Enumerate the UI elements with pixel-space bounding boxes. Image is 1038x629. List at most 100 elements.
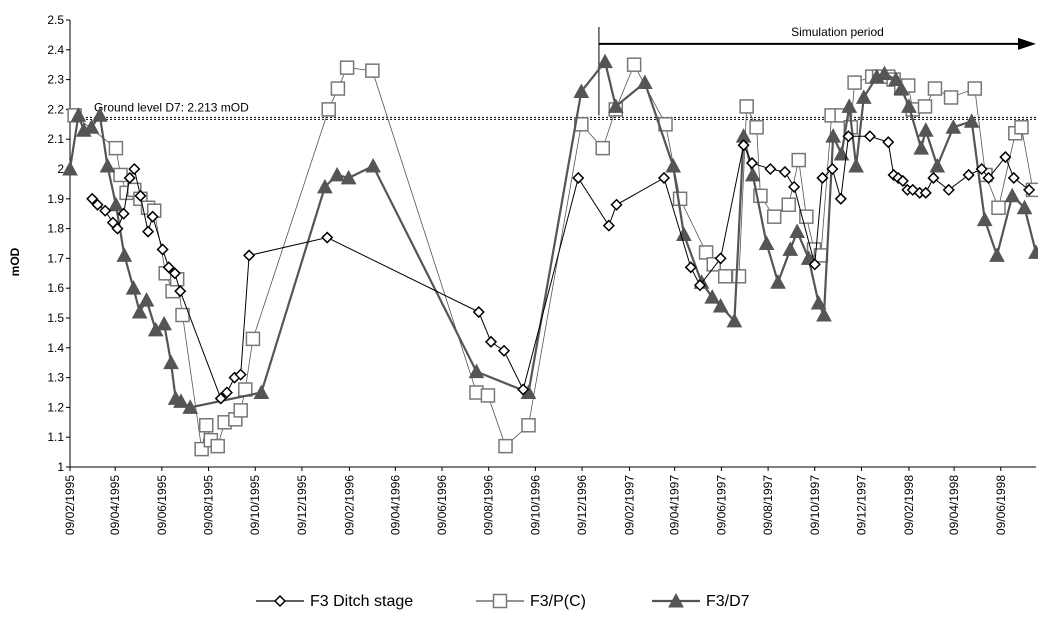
data-point-square bbox=[1014, 120, 1029, 135]
data-point-triangle bbox=[855, 89, 872, 104]
data-point-diamond bbox=[214, 392, 227, 405]
data-point-diamond bbox=[693, 279, 707, 292]
data-point-square bbox=[717, 269, 733, 284]
data-point-square bbox=[210, 438, 225, 454]
data-point-triangle bbox=[138, 292, 155, 307]
legend-label: F3/P(C) bbox=[530, 593, 586, 610]
data-point-diamond bbox=[174, 285, 187, 298]
data-point-diamond bbox=[927, 171, 940, 185]
legend-label: F3/D7 bbox=[706, 593, 750, 610]
legend: F3 Ditch stage F3/P(C) F3/D7 bbox=[256, 592, 750, 610]
data-point-triangle bbox=[917, 122, 934, 137]
data-point-diamond bbox=[156, 243, 169, 256]
data-point-triangle bbox=[876, 65, 893, 81]
data-point-square bbox=[781, 197, 797, 213]
x-tick-label: 09/08/1996 bbox=[482, 475, 496, 535]
data-point-diamond bbox=[1023, 183, 1036, 196]
x-tick-label: 09/10/1996 bbox=[528, 475, 542, 535]
data-point-diamond bbox=[162, 261, 175, 274]
data-point-diamond bbox=[834, 192, 847, 205]
x-tick-label: 09/12/1997 bbox=[854, 475, 868, 535]
data-point-triangle bbox=[1028, 244, 1038, 259]
data-point-square bbox=[339, 60, 355, 75]
data-point-square bbox=[967, 81, 983, 96]
data-point-square bbox=[943, 90, 959, 105]
data-point-triangle bbox=[637, 74, 653, 90]
data-point-square bbox=[698, 245, 714, 260]
data-point-square bbox=[480, 388, 496, 403]
data-point-square bbox=[199, 418, 214, 433]
data-point-diamond bbox=[123, 171, 136, 185]
data-point-square bbox=[766, 209, 782, 224]
data-point-diamond bbox=[220, 386, 233, 399]
data-point-diamond bbox=[117, 207, 130, 220]
data-point-triangle bbox=[329, 166, 345, 182]
x-tick-label: 09/04/1997 bbox=[668, 475, 682, 535]
y-tick-label: 1.5 bbox=[47, 311, 64, 325]
x-tick-label: 09/10/1997 bbox=[808, 475, 822, 535]
data-point-triangle bbox=[901, 98, 917, 113]
data-point-triangle bbox=[92, 107, 108, 122]
data-point-square bbox=[321, 102, 336, 117]
data-point-diamond bbox=[919, 186, 932, 199]
data-point-diamond bbox=[517, 383, 530, 396]
x-tick-label: 09/08/1995 bbox=[202, 475, 216, 535]
x-tick-label: 09/02/1995 bbox=[63, 475, 77, 535]
data-point-diamond bbox=[1007, 171, 1020, 185]
data-point-diamond bbox=[942, 183, 955, 196]
data-point-triangle bbox=[665, 157, 682, 173]
data-point-square bbox=[113, 167, 128, 183]
data-point-triangle bbox=[929, 157, 946, 173]
data-point-triangle bbox=[744, 166, 761, 182]
data-point-triangle bbox=[770, 274, 786, 289]
data-point-diamond bbox=[745, 156, 759, 170]
data-point-square bbox=[365, 63, 380, 78]
y-axis-title: mOD bbox=[8, 247, 22, 276]
data-point-triangle bbox=[848, 157, 864, 173]
y-tick-label: 2.3 bbox=[47, 73, 64, 87]
x-tick-label: 09/04/1996 bbox=[388, 475, 402, 535]
data-point-triangle bbox=[963, 113, 980, 128]
data-point-square bbox=[706, 257, 721, 272]
simulation-label: Simulation period bbox=[791, 25, 884, 39]
data-point-square bbox=[108, 140, 124, 156]
y-tick-label: 1.6 bbox=[47, 281, 64, 295]
data-point-diamond bbox=[975, 162, 988, 176]
data-point-square bbox=[521, 418, 536, 433]
data-point-diamond bbox=[91, 198, 104, 211]
legend-label: F3 Ditch stage bbox=[310, 593, 413, 610]
legend-marker-diamond bbox=[273, 594, 287, 608]
x-tick-label: 09/06/1998 bbox=[994, 475, 1008, 535]
data-point-diamond bbox=[168, 267, 181, 280]
x-tick-label: 09/02/1997 bbox=[623, 475, 637, 535]
series-square bbox=[67, 57, 1038, 457]
data-point-diamond bbox=[111, 222, 124, 235]
data-point-diamond bbox=[882, 136, 895, 149]
data-point-triangle bbox=[816, 306, 832, 322]
data-point-diamond bbox=[602, 219, 615, 232]
data-point-diamond bbox=[842, 130, 855, 143]
y-tick-label: 1 bbox=[57, 460, 64, 474]
x-tick-label: 09/04/1998 bbox=[947, 475, 961, 535]
data-point-triangle bbox=[976, 211, 993, 227]
y-tick-label: 1.7 bbox=[47, 251, 64, 265]
y-tick-label: 1.4 bbox=[47, 341, 64, 355]
x-ticks: 09/02/1995 09/04/1995 09/06/1995 09/08/1995… bbox=[63, 467, 1008, 535]
data-point-triangle bbox=[888, 71, 904, 87]
data-point-triangle bbox=[913, 140, 930, 155]
data-point-triangle bbox=[810, 295, 827, 310]
data-point-triangle bbox=[317, 178, 333, 194]
data-point-diamond bbox=[962, 168, 975, 182]
data-point-diamond bbox=[788, 180, 801, 193]
legend-item: F3/D7 bbox=[652, 592, 750, 610]
axes: 1 1.1 1.2 1.3 1.4 1.5 1.6 1.7 1.8 1.9 2 2.1 2.2 2.3 2.… bbox=[8, 13, 1036, 535]
data-point-triangle bbox=[712, 298, 729, 313]
data-point-triangle bbox=[182, 399, 199, 414]
legend-item: F3/P(C) bbox=[476, 593, 586, 610]
legend-marker-square bbox=[492, 593, 508, 609]
data-point-square bbox=[749, 120, 764, 135]
data-point-triangle bbox=[1004, 187, 1021, 203]
x-tick-label: 09/02/1996 bbox=[342, 475, 356, 535]
y-tick-label: 1.3 bbox=[47, 371, 64, 385]
data-point-square bbox=[595, 140, 611, 156]
